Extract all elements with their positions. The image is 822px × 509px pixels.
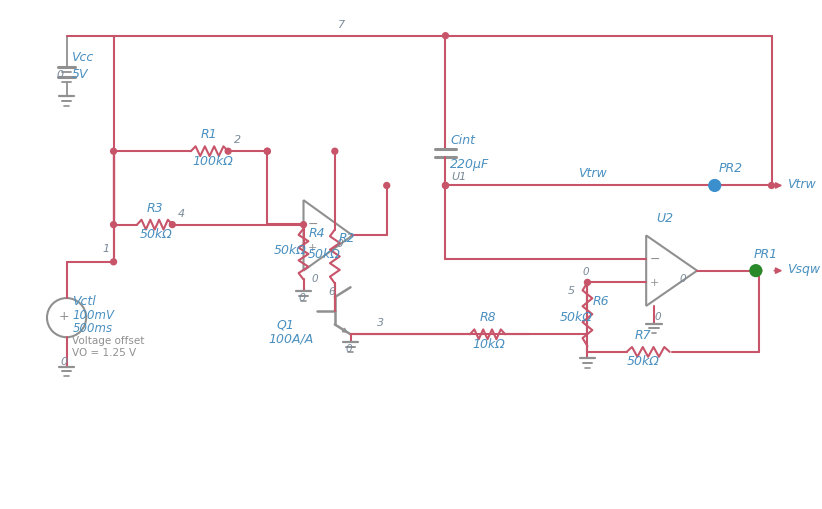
Text: −: − [650, 253, 661, 266]
Text: 0: 0 [60, 356, 67, 366]
Text: 0: 0 [298, 293, 305, 302]
Text: Vtrw: Vtrw [578, 167, 607, 180]
Text: R1: R1 [201, 128, 217, 141]
Text: 0: 0 [582, 266, 589, 276]
Text: 50kΩ: 50kΩ [560, 310, 593, 324]
Text: 0: 0 [57, 70, 63, 80]
Text: Vtrw: Vtrw [787, 178, 816, 191]
Text: 0: 0 [345, 343, 352, 353]
Circle shape [265, 149, 270, 155]
Text: −: − [307, 218, 318, 231]
Text: 50kΩ: 50kΩ [275, 243, 307, 256]
Text: Q1: Q1 [276, 318, 294, 331]
Circle shape [709, 180, 721, 192]
Text: +: + [307, 243, 316, 252]
Text: R3: R3 [147, 201, 164, 214]
Circle shape [169, 222, 175, 228]
Text: 50kΩ: 50kΩ [140, 228, 173, 240]
Circle shape [442, 34, 449, 40]
Text: 4: 4 [178, 209, 185, 218]
Circle shape [769, 183, 774, 189]
Circle shape [111, 260, 117, 265]
Text: 100mV: 100mV [72, 308, 114, 322]
Text: VO = 1.25 V: VO = 1.25 V [72, 347, 136, 357]
Text: R6: R6 [593, 294, 609, 307]
Text: 0: 0 [312, 274, 318, 284]
Circle shape [750, 265, 762, 277]
Text: +: + [650, 278, 659, 288]
Text: PR2: PR2 [718, 162, 743, 175]
Text: 500ms: 500ms [72, 321, 113, 334]
Text: 50kΩ: 50kΩ [307, 248, 340, 261]
Text: Voltage offset: Voltage offset [72, 335, 145, 346]
Text: 0: 0 [654, 311, 661, 321]
Text: 3: 3 [377, 317, 384, 327]
Text: 7: 7 [338, 20, 345, 30]
Circle shape [332, 149, 338, 155]
Text: 220μF: 220μF [450, 158, 490, 171]
Text: 5V: 5V [72, 68, 88, 81]
Circle shape [442, 183, 449, 189]
Circle shape [584, 280, 590, 286]
Text: 6: 6 [329, 287, 335, 297]
Text: Vctl: Vctl [72, 294, 96, 307]
Circle shape [301, 222, 307, 228]
Text: +: + [58, 309, 69, 323]
Text: Vcc: Vcc [72, 50, 94, 64]
Text: 5: 5 [568, 286, 575, 296]
Text: 2: 2 [234, 135, 241, 145]
Text: R8: R8 [480, 310, 496, 324]
Circle shape [225, 149, 231, 155]
Text: R4: R4 [308, 227, 325, 240]
Text: R2: R2 [339, 232, 355, 244]
Text: 0: 0 [680, 274, 686, 284]
Text: R7: R7 [635, 328, 651, 341]
Text: Vsqw: Vsqw [787, 263, 820, 276]
Text: 1: 1 [102, 244, 109, 253]
Circle shape [442, 183, 449, 189]
Text: 10kΩ: 10kΩ [473, 337, 506, 350]
Text: 0: 0 [337, 239, 344, 249]
Text: 100kΩ: 100kΩ [192, 154, 233, 167]
Text: PR1: PR1 [754, 247, 778, 260]
Circle shape [265, 149, 270, 155]
Circle shape [111, 222, 117, 228]
Circle shape [111, 149, 117, 155]
Circle shape [756, 268, 762, 274]
Text: 50kΩ: 50kΩ [626, 355, 659, 367]
Text: U2: U2 [656, 212, 673, 225]
Text: U1: U1 [451, 172, 467, 181]
Circle shape [384, 183, 390, 189]
Text: Cint: Cint [450, 134, 475, 147]
Text: 100A/A: 100A/A [268, 332, 313, 345]
